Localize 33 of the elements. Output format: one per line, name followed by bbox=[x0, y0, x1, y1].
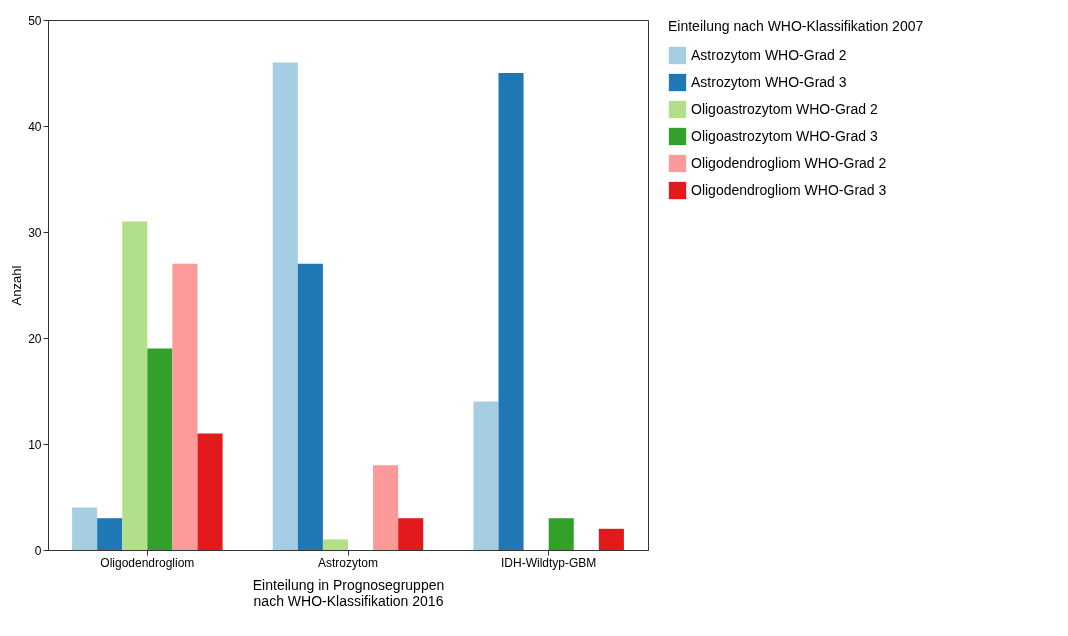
bar bbox=[297, 263, 323, 550]
bar bbox=[473, 401, 499, 550]
y-tick-label: 50 bbox=[28, 13, 42, 28]
y-tick-label: 40 bbox=[28, 119, 42, 134]
y-tick-label: 0 bbox=[34, 543, 42, 558]
bar bbox=[72, 507, 98, 550]
x-tick-label: Astrozytom bbox=[317, 555, 379, 570]
legend-label: Oligoastrozytom WHO-Grad 2 bbox=[691, 100, 878, 117]
y-axis-title: Anzahl bbox=[9, 265, 25, 306]
bar bbox=[498, 73, 524, 550]
bar bbox=[197, 433, 223, 550]
bar bbox=[272, 62, 298, 550]
bar bbox=[172, 263, 198, 550]
bar bbox=[398, 518, 424, 550]
bar bbox=[598, 528, 624, 550]
x-tick-label: Oligodendrogliom bbox=[100, 555, 195, 570]
bar bbox=[122, 221, 148, 550]
legend-label: Astrozytom WHO-Grad 2 bbox=[691, 46, 847, 63]
y-tick-label: 20 bbox=[28, 331, 42, 346]
legend-label: Oligodendrogliom WHO-Grad 3 bbox=[691, 181, 887, 198]
y-tick-label: 10 bbox=[28, 437, 42, 452]
bar bbox=[373, 465, 399, 550]
legend-label: Oligodendrogliom WHO-Grad 2 bbox=[691, 154, 887, 171]
bar bbox=[97, 518, 123, 550]
bar bbox=[322, 539, 348, 550]
x-tick-label: IDH-Wildtyp-GBM bbox=[501, 555, 597, 570]
y-tick-label: 30 bbox=[28, 225, 42, 240]
bar bbox=[147, 348, 173, 550]
legend-label: Oligoastrozytom WHO-Grad 3 bbox=[691, 127, 878, 144]
legend-label: Astrozytom WHO-Grad 3 bbox=[691, 73, 847, 90]
legend-title: Einteilung nach WHO-Klassifikation 2007 bbox=[668, 18, 924, 34]
x-axis-title: Einteilung in Prognosegruppen nach WHO-Klassifikation 2016 bbox=[252, 576, 445, 609]
bar bbox=[548, 518, 574, 550]
